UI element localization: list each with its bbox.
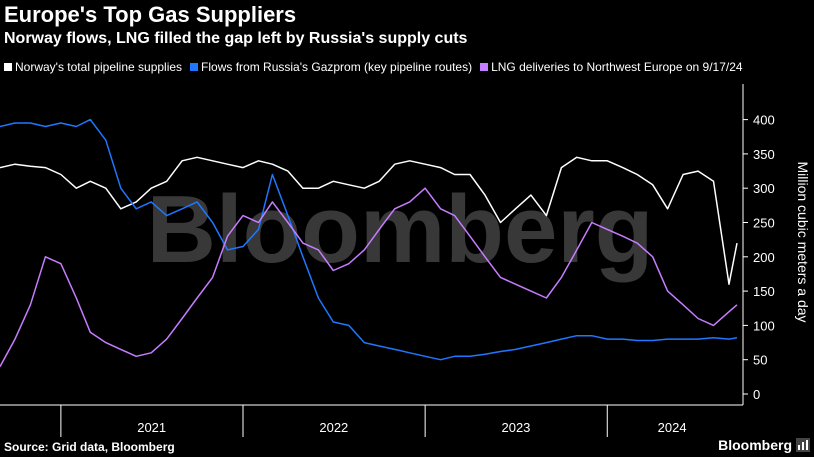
legend-item-russia: Flows from Russia's Gazprom (key pipelin… xyxy=(190,60,472,74)
y-axis-label: Million cubic meters a day xyxy=(795,161,811,322)
chart-subtitle: Norway flows, LNG filled the gap left by… xyxy=(4,30,468,47)
y-tick-label-300: 300 xyxy=(753,181,775,196)
series-line-0 xyxy=(0,156,738,285)
x-tick-label-2024: 2024 xyxy=(658,420,687,435)
legend-swatch-russia xyxy=(190,63,199,71)
y-tick-label-250: 250 xyxy=(753,216,775,231)
legend-item-lng: LNG deliveries to Northwest Europe on 9/… xyxy=(480,60,743,74)
x-tick-label-2021: 2021 xyxy=(137,420,166,435)
y-tick-label-100: 100 xyxy=(753,318,775,333)
legend-item-norway: Norway's total pipeline supplies xyxy=(4,60,182,74)
chart-title: Europe's Top Gas Suppliers xyxy=(4,2,297,27)
brand-logo: Bloomberg xyxy=(718,437,792,453)
y-tick-label-400: 400 xyxy=(753,113,775,128)
y-tick-label-200: 200 xyxy=(753,250,775,265)
y-tick-label-150: 150 xyxy=(753,284,775,299)
y-tick-label-50: 50 xyxy=(753,353,767,368)
legend-label-russia: Flows from Russia's Gazprom (key pipelin… xyxy=(201,60,473,74)
y-tick-label-350: 350 xyxy=(753,147,775,162)
legend-label-norway: Norway's total pipeline supplies xyxy=(15,60,183,74)
series-line-1 xyxy=(0,118,738,361)
x-tick-label-2023: 2023 xyxy=(501,420,530,435)
legend-swatch-norway xyxy=(4,63,12,71)
series-line-2 xyxy=(0,187,738,367)
x-tick-label-2022: 2022 xyxy=(319,420,348,435)
watermark: Bloomberg xyxy=(147,176,654,283)
legend: Norway's total pipeline supplies Flows f… xyxy=(4,60,751,74)
bar-chart-icon xyxy=(796,438,810,452)
legend-label-lng: LNG deliveries to Northwest Europe on 9/… xyxy=(491,60,743,74)
y-tick-label-0: 0 xyxy=(753,387,760,402)
legend-swatch-lng xyxy=(480,63,489,71)
source-note: Source: Grid data, Bloomberg xyxy=(4,440,175,454)
